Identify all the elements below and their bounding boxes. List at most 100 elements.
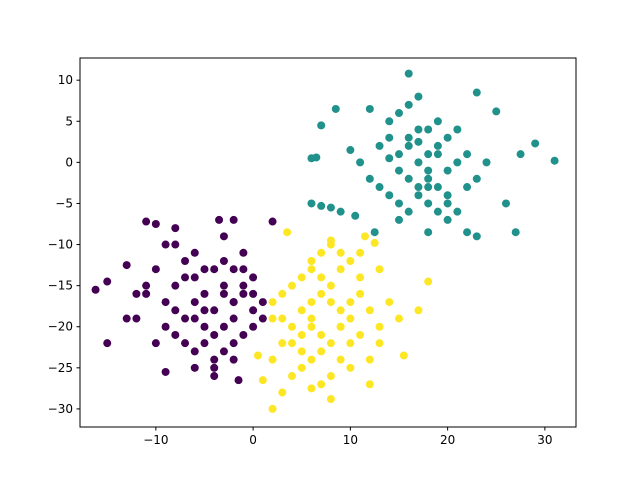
- point: [404, 69, 413, 78]
- point: [122, 261, 131, 270]
- point: [385, 191, 394, 200]
- point: [249, 273, 258, 282]
- point: [210, 330, 219, 339]
- point: [181, 339, 190, 348]
- point: [307, 265, 316, 274]
- point: [399, 351, 408, 360]
- point: [278, 388, 287, 397]
- point: [181, 314, 190, 323]
- point: [424, 199, 433, 208]
- point: [297, 347, 306, 356]
- point: [181, 273, 190, 282]
- y-tick-label: 10: [58, 73, 73, 87]
- point: [122, 314, 131, 323]
- point: [516, 150, 525, 159]
- y-tick-label: −25: [48, 361, 73, 375]
- point: [229, 355, 238, 364]
- point: [91, 285, 100, 294]
- point: [181, 256, 190, 265]
- point: [336, 265, 345, 274]
- point: [268, 217, 277, 226]
- point: [103, 277, 112, 286]
- point: [463, 183, 472, 192]
- point: [317, 380, 326, 389]
- point: [443, 133, 452, 142]
- point: [190, 363, 199, 372]
- point: [229, 298, 238, 307]
- point: [288, 281, 297, 290]
- point: [171, 240, 180, 249]
- point: [307, 355, 316, 364]
- point: [346, 146, 355, 155]
- point: [433, 117, 442, 126]
- y-tick-label: 5: [65, 114, 73, 128]
- x-tick-label: −10: [143, 433, 168, 447]
- point: [370, 238, 379, 247]
- point: [142, 289, 151, 298]
- point: [210, 363, 219, 372]
- point: [239, 248, 248, 257]
- point: [365, 380, 374, 389]
- point: [414, 191, 423, 200]
- point: [375, 339, 384, 348]
- point: [326, 281, 335, 290]
- point: [336, 322, 345, 331]
- point: [394, 199, 403, 208]
- point: [190, 314, 199, 323]
- point: [229, 215, 238, 224]
- point: [463, 228, 472, 237]
- point: [171, 330, 180, 339]
- point: [317, 121, 326, 130]
- plot-frame: [79, 57, 577, 428]
- point: [424, 174, 433, 183]
- point: [288, 339, 297, 348]
- point: [151, 265, 160, 274]
- point: [278, 289, 287, 298]
- point: [210, 265, 219, 274]
- point: [433, 183, 442, 192]
- point: [336, 248, 345, 257]
- point: [356, 330, 365, 339]
- point: [394, 150, 403, 159]
- point: [463, 150, 472, 159]
- point: [268, 404, 277, 413]
- point: [501, 199, 510, 208]
- point: [346, 339, 355, 348]
- point: [219, 347, 228, 356]
- point: [385, 133, 394, 142]
- point: [482, 158, 491, 167]
- point: [326, 203, 335, 212]
- point: [336, 306, 345, 315]
- point: [142, 217, 151, 226]
- point: [249, 289, 258, 298]
- point: [365, 104, 374, 113]
- point: [219, 232, 228, 241]
- point: [171, 224, 180, 233]
- point: [424, 125, 433, 134]
- point: [229, 314, 238, 323]
- point: [103, 339, 112, 348]
- point: [375, 141, 384, 150]
- point: [317, 273, 326, 282]
- x-tick-label: 0: [249, 433, 257, 447]
- point: [200, 322, 209, 331]
- point: [317, 330, 326, 339]
- point: [161, 298, 170, 307]
- point: [219, 289, 228, 298]
- x-tick-label: 20: [440, 433, 455, 447]
- point: [331, 104, 340, 113]
- point: [453, 158, 462, 167]
- point: [229, 339, 238, 348]
- point: [200, 339, 209, 348]
- point: [356, 158, 365, 167]
- point: [288, 322, 297, 331]
- point: [219, 256, 228, 265]
- point: [394, 166, 403, 175]
- y-tick-label: −30: [48, 402, 73, 416]
- point: [414, 125, 423, 134]
- point: [317, 201, 326, 210]
- point: [239, 330, 248, 339]
- point: [511, 228, 520, 237]
- point: [424, 183, 433, 192]
- point: [317, 347, 326, 356]
